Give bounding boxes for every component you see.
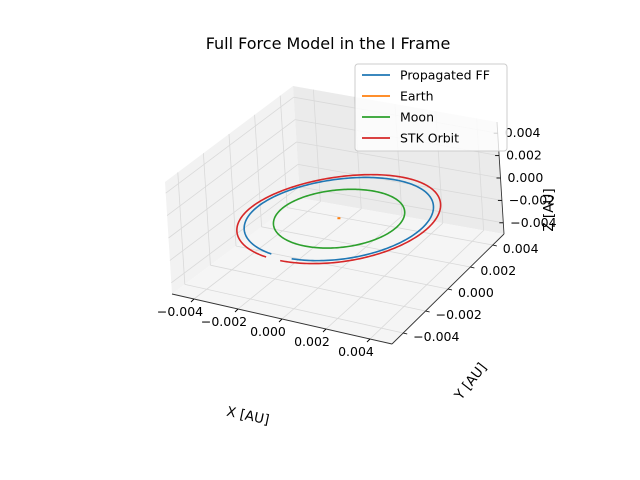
grid-line-z-left-4 xyxy=(165,96,294,194)
series-layer xyxy=(236,173,442,265)
tick-labels: −0.004−0.004−0.004−0.002 −0.002−0.0020.00… xyxy=(157,125,557,359)
y-tick-label-1: −0.002 xyxy=(436,307,482,322)
legend-frame xyxy=(354,63,508,152)
series-stk-orbit-line xyxy=(236,173,442,265)
grid-line-y-floor-3 xyxy=(261,226,471,268)
series-earth-marker xyxy=(337,217,341,220)
x-axis-label: X [AU] xyxy=(225,404,271,429)
grid-line-z-right-2 xyxy=(296,141,501,179)
y-tick-4 xyxy=(492,244,497,247)
x-tick-4 xyxy=(366,338,371,343)
y-tick-2 xyxy=(447,288,453,291)
series-propagated-ff-line xyxy=(243,176,435,262)
y-tick-label-2: 0.000 xyxy=(458,285,494,300)
y-tick-3 xyxy=(470,266,475,269)
x-tick-3 xyxy=(322,328,327,333)
z-tick-label-0: −0.004 xyxy=(510,215,556,230)
x-tick-2 xyxy=(278,318,283,323)
grid-line-y-floor-4 xyxy=(287,207,493,246)
tick-marks xyxy=(190,132,504,343)
z-tick-label-3: 0.002 xyxy=(506,148,542,163)
y-tick-label-3: 0.002 xyxy=(480,263,516,278)
x-tick-label-4: 0.004 xyxy=(338,344,374,359)
y-tick-0 xyxy=(403,332,408,335)
grid-line-z-left-2 xyxy=(168,141,297,239)
z-tick-label-4: 0.004 xyxy=(505,125,541,140)
grid-line-z-left-3 xyxy=(166,119,296,216)
grid-line-x-floor-4 xyxy=(369,230,484,340)
y-tick-label-0: −0.004 xyxy=(413,329,459,344)
x-tick-0 xyxy=(190,298,195,303)
grid-lines xyxy=(165,89,504,340)
grid-line-x-floor-3 xyxy=(325,222,444,330)
x-tick-label-3: 0.002 xyxy=(294,334,330,349)
axes-3d: −0.004−0.004−0.004−0.002 −0.002−0.0020.00… xyxy=(157,86,557,359)
z-tick-label-2: 0.000 xyxy=(508,170,544,185)
grid-line-y-wall-3 xyxy=(254,114,262,227)
y-tick-label-4: 0.004 xyxy=(503,241,539,256)
y-tick-1 xyxy=(425,310,430,313)
z-tick-label-1: −0.002 xyxy=(509,192,555,207)
series-moon-line xyxy=(272,188,406,249)
chart-title: Full Force Model in the I Frame xyxy=(206,34,451,53)
legend-stk-orbit-label: STK Orbit xyxy=(400,131,459,146)
y-axis-label: Y [AU] xyxy=(451,360,490,404)
z-axis-label: Z [AU] xyxy=(541,188,557,231)
legend-moon-label: Moon xyxy=(400,110,434,125)
x-tick-label-1: −0.002 xyxy=(201,314,247,329)
legend: Propagated FF Earth Moon STK Orbit xyxy=(354,63,508,152)
x-tick-label-2: 0.000 xyxy=(250,324,286,339)
x-tick-1 xyxy=(234,308,239,313)
legend-propagated-ff-label: Propagated FF xyxy=(400,68,490,83)
x-tick-label-0: −0.004 xyxy=(157,304,203,319)
legend-earth-label: Earth xyxy=(400,89,434,104)
